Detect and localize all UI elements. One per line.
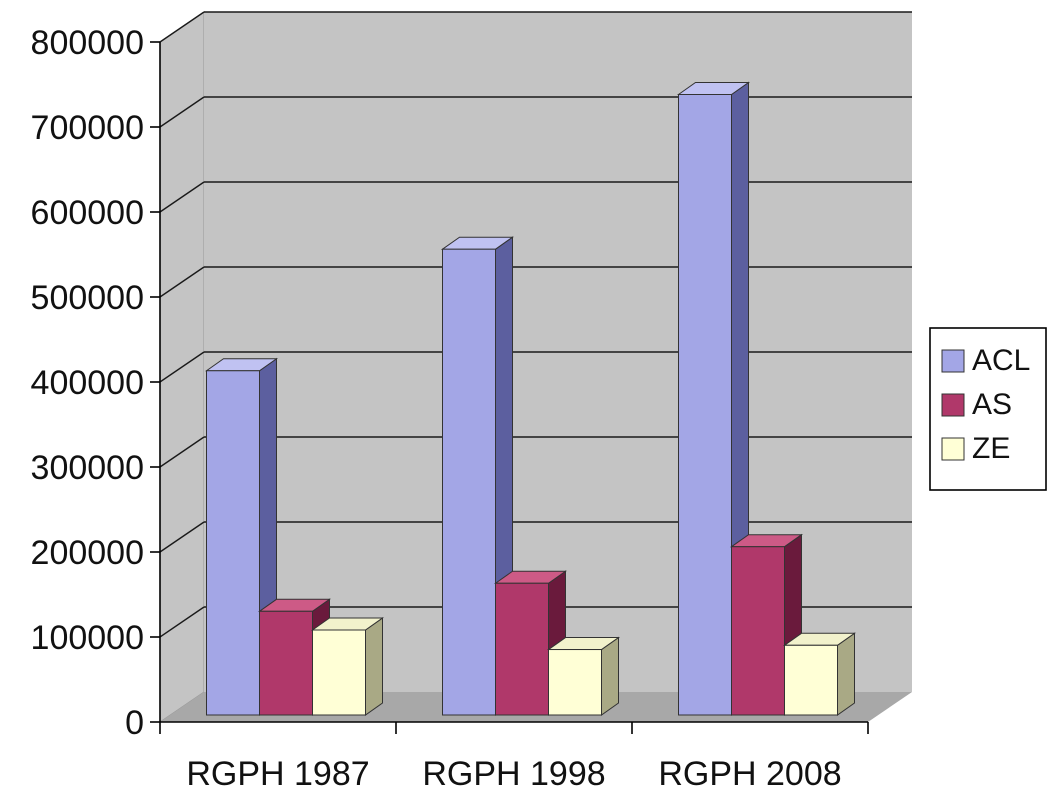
bar-front — [731, 546, 785, 716]
y-tick-label: 800000 — [31, 24, 144, 62]
legend-swatch-acl — [941, 349, 965, 373]
y-tick-label: 0 — [125, 704, 144, 742]
bar-front — [495, 582, 549, 716]
x-axis-tick-labels: RGPH 1987 RGPH 1998 RGPH 2008 — [186, 755, 841, 793]
y-tick-label: 100000 — [31, 619, 144, 657]
x-tick-label: RGPH 1998 — [422, 755, 605, 793]
bar-ze — [310, 617, 385, 716]
legend-label-as: AS — [972, 388, 1012, 421]
y-tick-label: 700000 — [31, 109, 144, 147]
chart-axes — [150, 41, 869, 734]
bar-front — [548, 649, 602, 716]
y-tick-label: 400000 — [31, 364, 144, 402]
gridline-side — [159, 266, 205, 298]
chart-bars — [204, 81, 857, 716]
gridline-side — [159, 436, 205, 468]
y-tick-label: 500000 — [31, 279, 144, 317]
chart-legend: ACL AS ZE — [929, 327, 1047, 491]
bar-front — [678, 94, 732, 716]
legend-label-acl: ACL — [972, 344, 1030, 377]
gridline-side — [159, 521, 205, 553]
gridline-side — [159, 606, 205, 638]
legend-swatch-ze — [941, 437, 965, 461]
bar-ze — [546, 636, 621, 716]
chart-gridlines — [159, 11, 912, 638]
legend-label-ze: ZE — [972, 432, 1010, 465]
bar-side — [365, 617, 383, 716]
bar-side — [837, 632, 855, 716]
bar-front — [312, 629, 366, 716]
bar-ze — [782, 632, 857, 716]
x-tick-label: RGPH 2008 — [658, 755, 841, 793]
legend-swatch-as — [941, 393, 965, 417]
gridline-side — [159, 11, 205, 43]
bar-front — [442, 248, 496, 716]
y-tick-label: 300000 — [31, 449, 144, 487]
y-axis-tick-labels: 0 100000 200000 300000 400000 500000 600000 700… — [31, 24, 144, 742]
gridline-side — [159, 181, 205, 213]
bar-front — [259, 610, 313, 716]
gridline-side — [159, 351, 205, 383]
bar-front — [784, 644, 838, 716]
x-tick-label: RGPH 1987 — [186, 755, 369, 793]
bar-front — [206, 370, 260, 716]
y-tick-label: 600000 — [31, 194, 144, 232]
gridline-side — [159, 96, 205, 128]
bar-side — [601, 636, 619, 716]
y-tick-label: 200000 — [31, 534, 144, 572]
